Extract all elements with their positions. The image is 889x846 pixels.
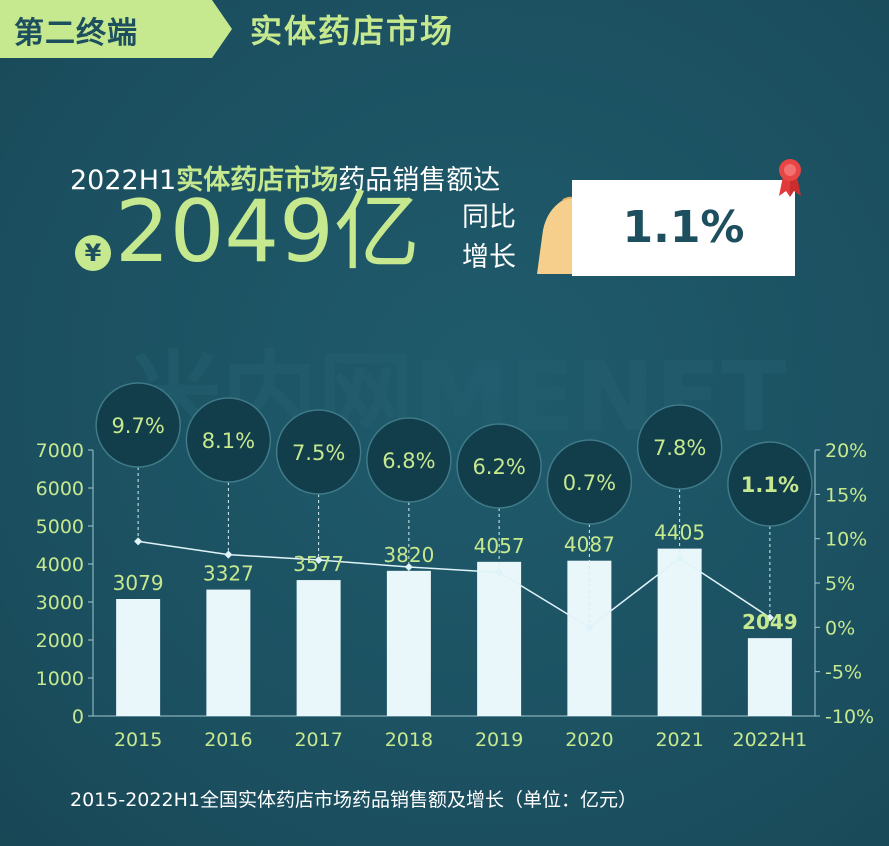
yen-icon: ¥ — [75, 235, 111, 271]
growth-label: 0.7% — [563, 471, 616, 495]
growth-bubble — [366, 417, 452, 503]
section-title: 实体药店市场 — [250, 12, 455, 50]
y-left-tick-label: 2000 — [36, 630, 84, 652]
growth-label: 7.5% — [292, 441, 345, 465]
growth-card: 1.1% — [572, 180, 795, 276]
growth-line — [138, 540, 771, 629]
growth-point — [585, 623, 594, 632]
growth-label: 6.8% — [382, 449, 435, 473]
growth-bubble — [456, 423, 542, 509]
x-tick-label: 2022H1 — [733, 729, 808, 751]
y-right-tick-label: 5% — [825, 573, 855, 595]
x-tick-label: 2017 — [294, 729, 342, 751]
growth-card-value: 1.1% — [622, 202, 745, 253]
bar-value-label: 3079 — [113, 571, 164, 595]
yoy-label-line1: 同比 — [462, 202, 516, 233]
bar-value-label: 2049 — [742, 610, 798, 634]
headline-highlight: 实体药店市场 — [176, 165, 339, 196]
bar — [296, 580, 341, 716]
bar — [567, 560, 612, 716]
y-right-tick-label: 20% — [825, 440, 867, 462]
bar — [657, 548, 702, 716]
y-left-tick-label: 1000 — [36, 668, 84, 690]
headline: 2022H1实体药店市场药品销售额达 — [70, 158, 500, 197]
y-left-tick-label: 0 — [72, 706, 84, 728]
growth-bubble — [546, 439, 633, 525]
headline-suffix: 药品销售额达 — [338, 165, 501, 196]
bar-value-label: 4087 — [564, 533, 615, 557]
y-right-tick-label: 0% — [825, 617, 855, 639]
x-tick-label: 2018 — [385, 729, 433, 751]
growth-bubble — [636, 404, 723, 490]
y-left-tick-label: 3000 — [36, 592, 84, 614]
yoy-label-line2: 增长 — [462, 242, 516, 273]
x-tick-label: 2019 — [475, 729, 523, 751]
bar-value-label: 3820 — [383, 543, 434, 567]
y-left-tick-label: 5000 — [36, 516, 84, 538]
x-tick-label: 2016 — [204, 729, 252, 751]
growth-bubble — [95, 382, 181, 468]
bar — [206, 589, 251, 716]
x-tick-label: 2021 — [655, 729, 703, 751]
growth-label: 8.1% — [202, 429, 255, 453]
growth-label: 6.2% — [472, 455, 525, 479]
bar — [116, 598, 161, 716]
section-tag: 第二终端 — [0, 0, 232, 58]
growth-bubble — [185, 397, 272, 483]
yoy-label: 同比 增长 — [462, 198, 516, 278]
bar-value-label: 3327 — [203, 562, 254, 586]
x-tick-label: 2020 — [565, 729, 613, 751]
y-right-tick-label: 10% — [825, 529, 867, 551]
chart-caption: 2015-2022H1全国实体药店市场药品销售额及增长（单位：亿元） — [70, 789, 637, 811]
growth-point — [134, 537, 143, 546]
growth-label: 1.1% — [741, 473, 799, 497]
growth-point — [404, 563, 413, 572]
bar — [477, 561, 522, 716]
growth-point — [675, 554, 684, 563]
growth-bubble — [727, 441, 813, 527]
y-left-tick-label: 6000 — [36, 478, 84, 500]
growth-bubble — [275, 409, 362, 495]
headline-prefix: 2022H1 — [70, 165, 177, 196]
bar-value-label: 4405 — [654, 521, 705, 545]
bar — [747, 638, 792, 716]
y-left-tick-label: 4000 — [36, 554, 84, 576]
y-right-tick-label: -10% — [825, 706, 874, 728]
y-left-tick-label: 7000 — [36, 440, 84, 462]
bar-value-label: 3577 — [293, 552, 344, 576]
growth-label: 9.7% — [111, 414, 164, 438]
big-sales-value: 2049亿 — [115, 182, 420, 282]
growth-point — [224, 550, 233, 559]
y-right-tick-label: -5% — [825, 662, 862, 684]
y-right-tick-label: 15% — [825, 484, 867, 506]
ribbon-icon — [779, 159, 801, 197]
x-tick-label: 2015 — [114, 729, 162, 751]
bar — [386, 570, 431, 716]
bar-value-label: 4057 — [474, 534, 525, 558]
growth-point — [314, 555, 323, 564]
growth-label: 7.8% — [653, 436, 706, 460]
section-tag-label: 第二终端 — [14, 16, 138, 51]
growth-point — [765, 613, 774, 622]
growth-point — [495, 568, 504, 577]
